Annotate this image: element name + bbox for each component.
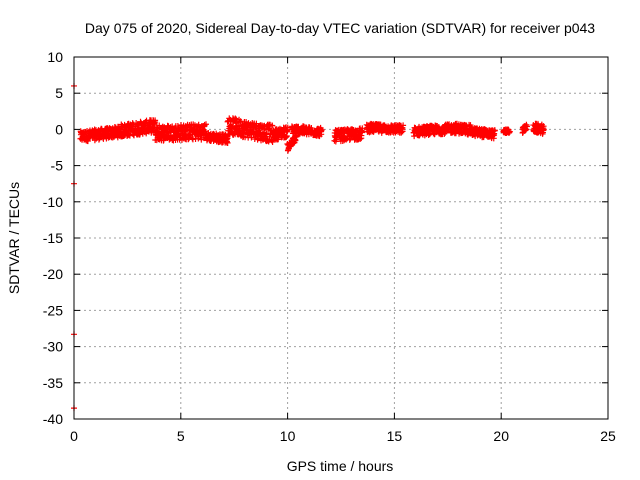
data-point (523, 123, 530, 130)
y-tick-label: -10 (43, 194, 63, 210)
y-tick-label: 10 (47, 49, 63, 65)
x-tick-label: 10 (280, 428, 296, 444)
data-point (263, 130, 270, 137)
data-point (399, 128, 406, 135)
data-point (318, 126, 325, 133)
data-point (253, 120, 260, 127)
y-tick-label: -25 (43, 302, 63, 318)
data-point (400, 122, 407, 129)
data-point (540, 126, 547, 133)
data-points (71, 82, 547, 412)
grid-lines (74, 57, 608, 419)
data-point (357, 135, 364, 142)
data-point (283, 132, 290, 139)
chart-title: Day 075 of 2020, Sidereal Day-to-day VTE… (85, 20, 595, 36)
y-tick-label: 5 (55, 85, 63, 101)
y-axis-label: SDTVAR / TECUs (6, 182, 22, 294)
data-point (506, 128, 513, 135)
y-tick-label: -15 (43, 230, 63, 246)
data-point (202, 121, 209, 128)
data-point (269, 122, 276, 129)
x-tick-label: 0 (70, 428, 78, 444)
x-tick-label: 20 (493, 428, 509, 444)
data-point (411, 133, 418, 140)
data-point (224, 139, 231, 146)
y-tick-label: -20 (43, 266, 63, 282)
data-point (152, 119, 159, 126)
y-tick-label: -30 (43, 339, 63, 355)
y-tick-label: -35 (43, 375, 63, 391)
data-point (467, 122, 474, 129)
y-tick-label: -5 (51, 158, 64, 174)
axis-ticks: 0 5 10 15 20 25 10 5 0 -5 -10 -15 -20 -25 -30 -35 -40 (43, 49, 616, 444)
x-tick-label: 5 (177, 428, 185, 444)
x-tick-label: 25 (600, 428, 616, 444)
x-axis-label: GPS time / hours (287, 458, 394, 474)
y-tick-label: -40 (43, 411, 63, 427)
data-point (491, 127, 498, 134)
x-tick-label: 15 (387, 428, 403, 444)
y-tick-label: 0 (55, 121, 63, 137)
data-point (156, 122, 163, 129)
